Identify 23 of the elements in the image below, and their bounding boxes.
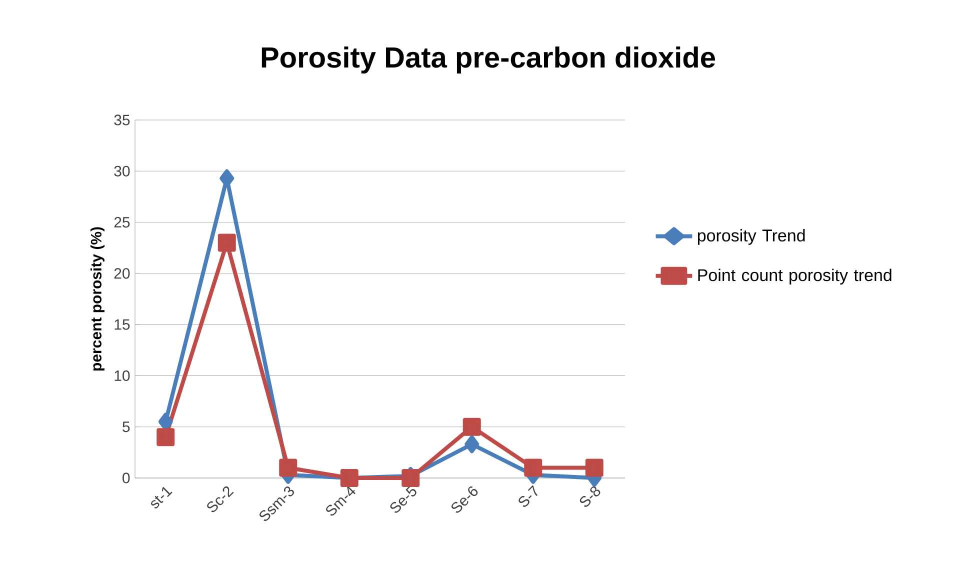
y-tick-label: 10 [114, 370, 130, 382]
y-tick-label: 15 [114, 319, 130, 330]
point [464, 435, 480, 454]
x-tick-label: S-7 [518, 485, 538, 507]
point [462, 418, 481, 436]
point [585, 458, 604, 477]
point [279, 458, 298, 477]
x-tick-label: st-1 [151, 486, 172, 508]
y-tick-label: 30 [114, 166, 130, 176]
point [220, 169, 234, 188]
legend-label: porosity Trend [698, 229, 805, 245]
y-tick-label: 5 [122, 422, 130, 432]
y-tick-label: 35 [114, 114, 130, 126]
point [524, 458, 542, 477]
y-tick-label: 20 [114, 268, 130, 279]
y-tick-label: 25 [114, 216, 130, 228]
y-tick-label: 0 [122, 472, 130, 484]
y-axis-title: percent porosity (%) [90, 227, 104, 371]
point [156, 428, 175, 446]
x-tick-label: S-8 [580, 486, 600, 507]
legend-label: Point count porosity trend [698, 268, 892, 285]
point [218, 234, 236, 252]
chart-title: Porosity Data pre-carbon dioxide [262, 46, 716, 74]
